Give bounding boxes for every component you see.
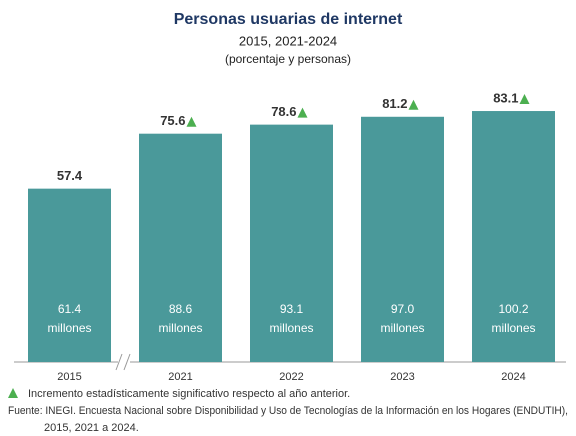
people-unit: millones (491, 321, 535, 335)
people-unit: millones (269, 321, 313, 335)
bar (472, 111, 555, 363)
people-label: 97.0 (391, 302, 415, 316)
people-unit: millones (47, 321, 91, 335)
x-tick-label: 2015 (57, 371, 81, 383)
significant-note: Incremento estadísticamente significativ… (28, 388, 350, 400)
chart-subtitle: 2015, 2021-2024 (239, 33, 337, 48)
x-tick-label: 2024 (501, 371, 525, 383)
value-label: 81.2 (382, 96, 407, 111)
legend-marker (8, 388, 18, 398)
value-label: 57.4 (57, 168, 83, 183)
axis-break (115, 353, 123, 371)
people-unit: millones (158, 321, 202, 335)
x-tick-label: 2021 (168, 371, 192, 383)
chart-title: Personas usuarias de internet (174, 11, 403, 28)
value-label: 75.6 (160, 113, 185, 128)
significant-marker (408, 99, 419, 110)
bar (250, 124, 333, 363)
bar (28, 188, 111, 362)
people-label: 100.2 (498, 302, 528, 316)
significant-marker (186, 116, 197, 127)
value-label: 78.6 (271, 104, 296, 119)
significant-marker (519, 94, 530, 105)
significant-marker (297, 107, 308, 118)
value-label: 83.1 (493, 90, 518, 105)
axis-break (123, 353, 131, 371)
bar (361, 116, 444, 362)
people-label: 88.6 (169, 302, 193, 316)
x-tick-label: 2023 (390, 371, 414, 383)
x-tick-label: 2022 (279, 371, 303, 383)
bar (139, 133, 222, 362)
unit-note: (porcentaje y personas) (225, 52, 351, 66)
people-label: 93.1 (280, 302, 304, 316)
source-line: Fuente: INEGI. Encuesta Nacional sobre D… (8, 405, 568, 417)
people-unit: millones (380, 321, 424, 335)
people-label: 61.4 (58, 302, 82, 316)
source-line: 2015, 2021 a 2024. (44, 422, 139, 434)
